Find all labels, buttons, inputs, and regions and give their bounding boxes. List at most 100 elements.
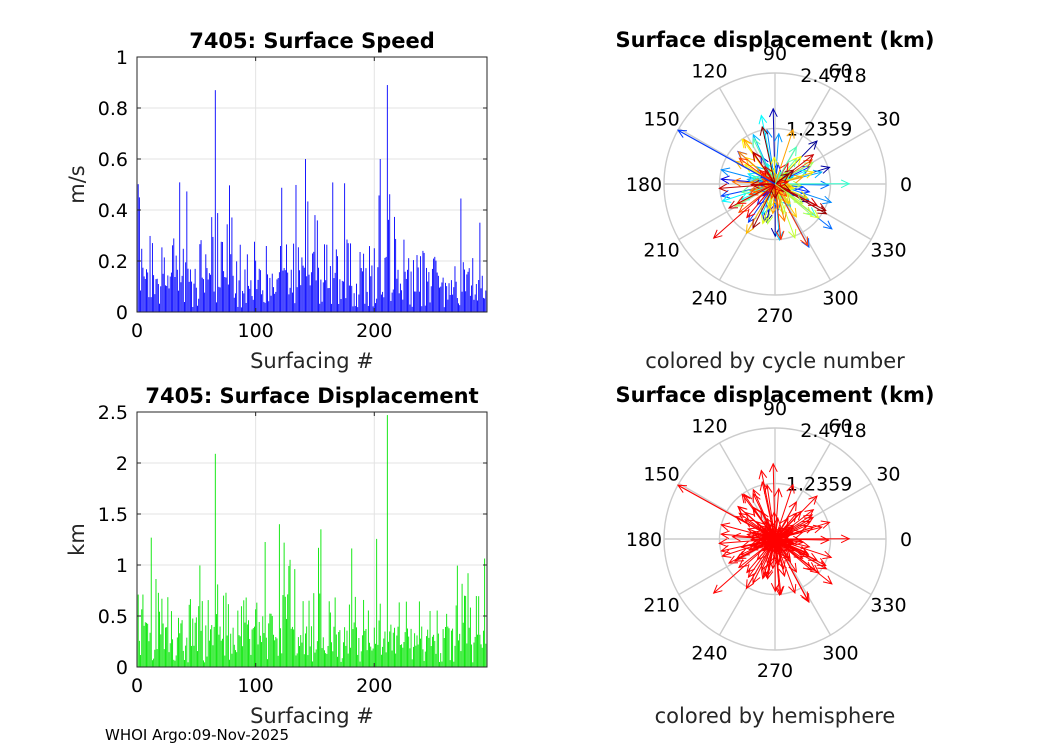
bar: [288, 294, 290, 312]
arrow-head: [822, 575, 833, 585]
bar: [248, 620, 249, 667]
chart-title: Surface displacement (km): [615, 383, 934, 407]
arrow-head: [781, 194, 791, 205]
bar: [405, 601, 407, 667]
bar: [262, 290, 264, 312]
arrow-head: [778, 567, 787, 578]
bar: [484, 298, 486, 312]
bar: [235, 650, 236, 667]
bar: [462, 622, 464, 667]
bar: [212, 645, 214, 667]
arrow-head: [721, 194, 732, 203]
bar: [179, 182, 181, 312]
polar-angle-label: 120: [691, 61, 727, 83]
displacement-arrow: [774, 183, 809, 246]
bar: [220, 640, 222, 667]
bar: [314, 215, 316, 312]
bar: [410, 628, 412, 667]
bar: [138, 197, 140, 312]
bar: [244, 269, 246, 312]
bar: [320, 279, 322, 312]
bar: [225, 277, 227, 312]
arrow-head: [812, 169, 823, 179]
bar: [460, 651, 462, 667]
bar: [364, 303, 366, 312]
bar: [397, 626, 399, 667]
bar: [340, 299, 342, 312]
arrow-head: [712, 584, 723, 594]
bar: [166, 627, 168, 667]
bar: [280, 628, 282, 667]
bar: [155, 579, 157, 667]
bar: [249, 288, 251, 312]
bar: [290, 269, 292, 312]
bar: [403, 239, 405, 312]
arrow-head: [775, 230, 785, 241]
arrow-head: [812, 524, 823, 534]
bar: [301, 642, 303, 667]
polar-caption: colored by cycle number: [645, 349, 905, 373]
bar: [436, 610, 438, 667]
bar: [421, 626, 423, 667]
bar: [146, 269, 147, 312]
bar: [243, 293, 245, 312]
bar: [426, 267, 427, 312]
bar: [347, 653, 349, 667]
bar: [275, 291, 277, 312]
bar: [173, 238, 175, 312]
bar: [407, 628, 408, 667]
bar: [250, 280, 252, 312]
bar: [286, 618, 287, 667]
arrow-head: [746, 208, 756, 219]
bar: [194, 622, 196, 667]
displacement-arrow: [774, 183, 786, 222]
arrow-head: [779, 178, 790, 188]
arrow-head: [731, 532, 742, 542]
displacement-arrow: [752, 183, 776, 229]
arrow-head: [769, 107, 778, 118]
bar: [375, 303, 376, 312]
bar: [161, 247, 163, 312]
arrow-head: [774, 231, 784, 242]
arrow-head: [750, 180, 760, 189]
bar: [258, 621, 260, 667]
bar: [331, 303, 333, 312]
bar: [277, 278, 279, 312]
bar: [148, 297, 150, 312]
y-tick-label: 0.5: [98, 606, 128, 628]
bar: [335, 634, 337, 667]
displacement-arrow: [761, 481, 776, 540]
polar-radial-label: 1.2359: [786, 473, 852, 495]
bar: [435, 653, 437, 667]
arrow-head: [770, 511, 779, 521]
bar: [382, 291, 384, 312]
bar: [453, 661, 455, 667]
arrow-head: [712, 229, 723, 239]
arrow-head: [727, 200, 739, 209]
arrow-head: [766, 199, 776, 210]
bar: [480, 288, 482, 312]
bar: [454, 266, 456, 312]
bar: [188, 281, 190, 312]
bar: [223, 595, 225, 667]
bar: [291, 292, 293, 312]
bar: [179, 633, 181, 667]
bar: [450, 630, 452, 667]
bar: [411, 659, 413, 667]
arrow-head: [745, 224, 755, 235]
bar: [466, 274, 468, 312]
polar-angle-label: 0: [900, 529, 912, 551]
bar: [373, 248, 375, 312]
arrow-head: [800, 591, 809, 602]
arrow-head: [769, 462, 778, 473]
bar: [189, 599, 191, 667]
arrow-head: [773, 132, 783, 143]
bar: [224, 655, 226, 667]
bar: [332, 182, 334, 312]
polar-angle-label: 240: [691, 287, 727, 309]
arrow-head: [817, 561, 828, 570]
displacement-arrow: [713, 538, 776, 594]
arrow-head: [770, 190, 780, 200]
arrow-head: [778, 212, 787, 223]
bar: [352, 306, 354, 312]
